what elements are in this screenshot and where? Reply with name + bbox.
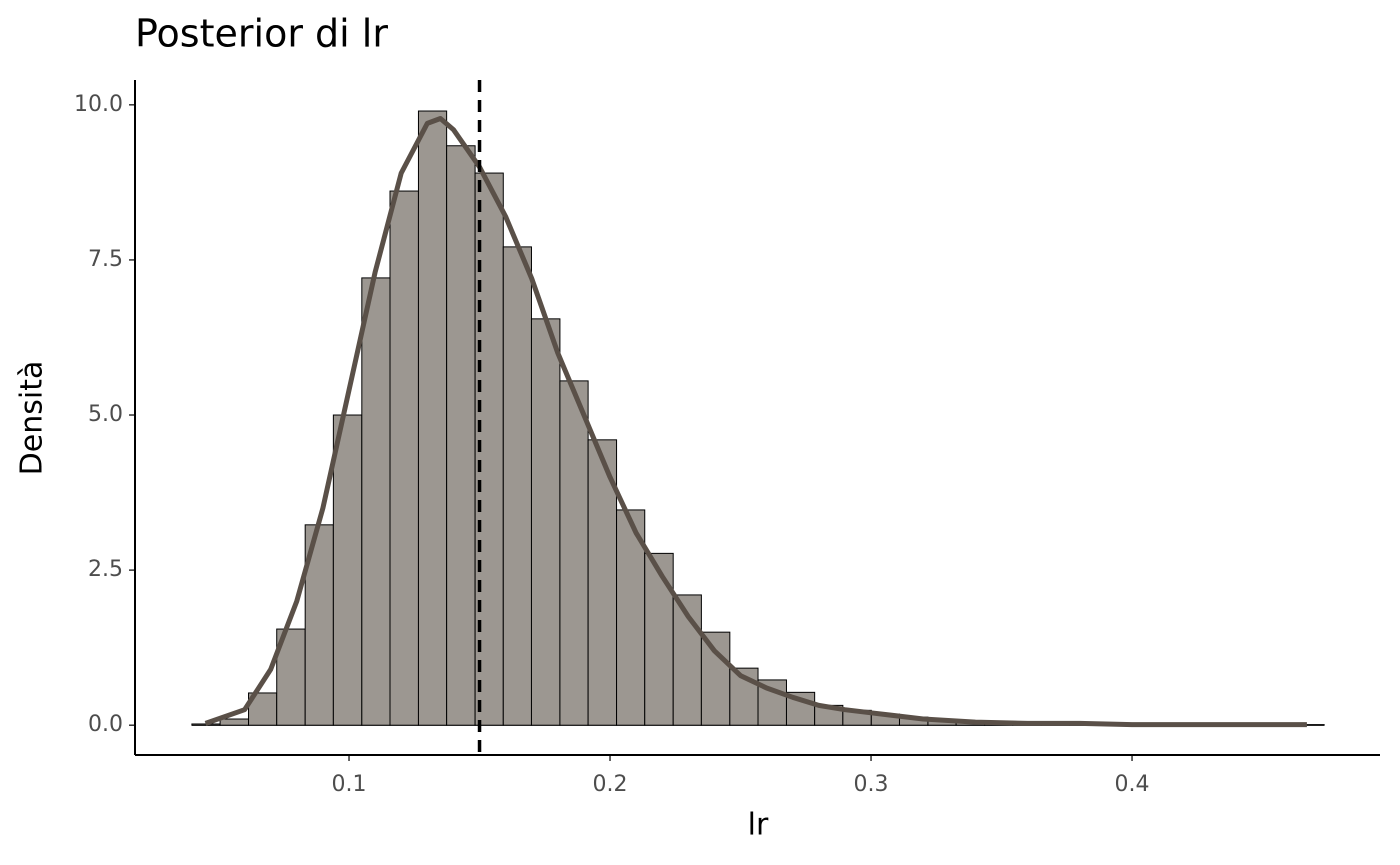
- bar: [332, 414, 363, 726]
- y-tick-label: 0.0: [88, 712, 123, 737]
- bar: [361, 277, 391, 726]
- bar: [446, 145, 476, 726]
- x-tick-label: 0.1: [332, 772, 367, 797]
- y-tick-label: 7.5: [88, 247, 123, 272]
- density-line: [204, 116, 1307, 728]
- y-axis-label: Densità: [15, 361, 50, 476]
- bar: [389, 190, 419, 726]
- bar: [644, 552, 674, 726]
- bar: [219, 718, 250, 726]
- x-tick-label: 0.2: [593, 772, 628, 797]
- y-tick-label: 5.0: [88, 402, 123, 427]
- chart-title: Posterior di lr: [135, 12, 388, 56]
- y-tick-label: 2.5: [88, 557, 123, 582]
- bar: [530, 318, 561, 726]
- bar: [700, 631, 731, 726]
- bar: [616, 509, 646, 726]
- bar: [417, 110, 448, 726]
- x-tick-label: 0.4: [1115, 772, 1150, 797]
- x-axis-label: lr: [748, 808, 769, 843]
- bar: [502, 246, 532, 726]
- x-tick-label: 0.3: [854, 772, 889, 797]
- y-tick-label: 10.0: [74, 92, 123, 117]
- bar: [559, 380, 589, 726]
